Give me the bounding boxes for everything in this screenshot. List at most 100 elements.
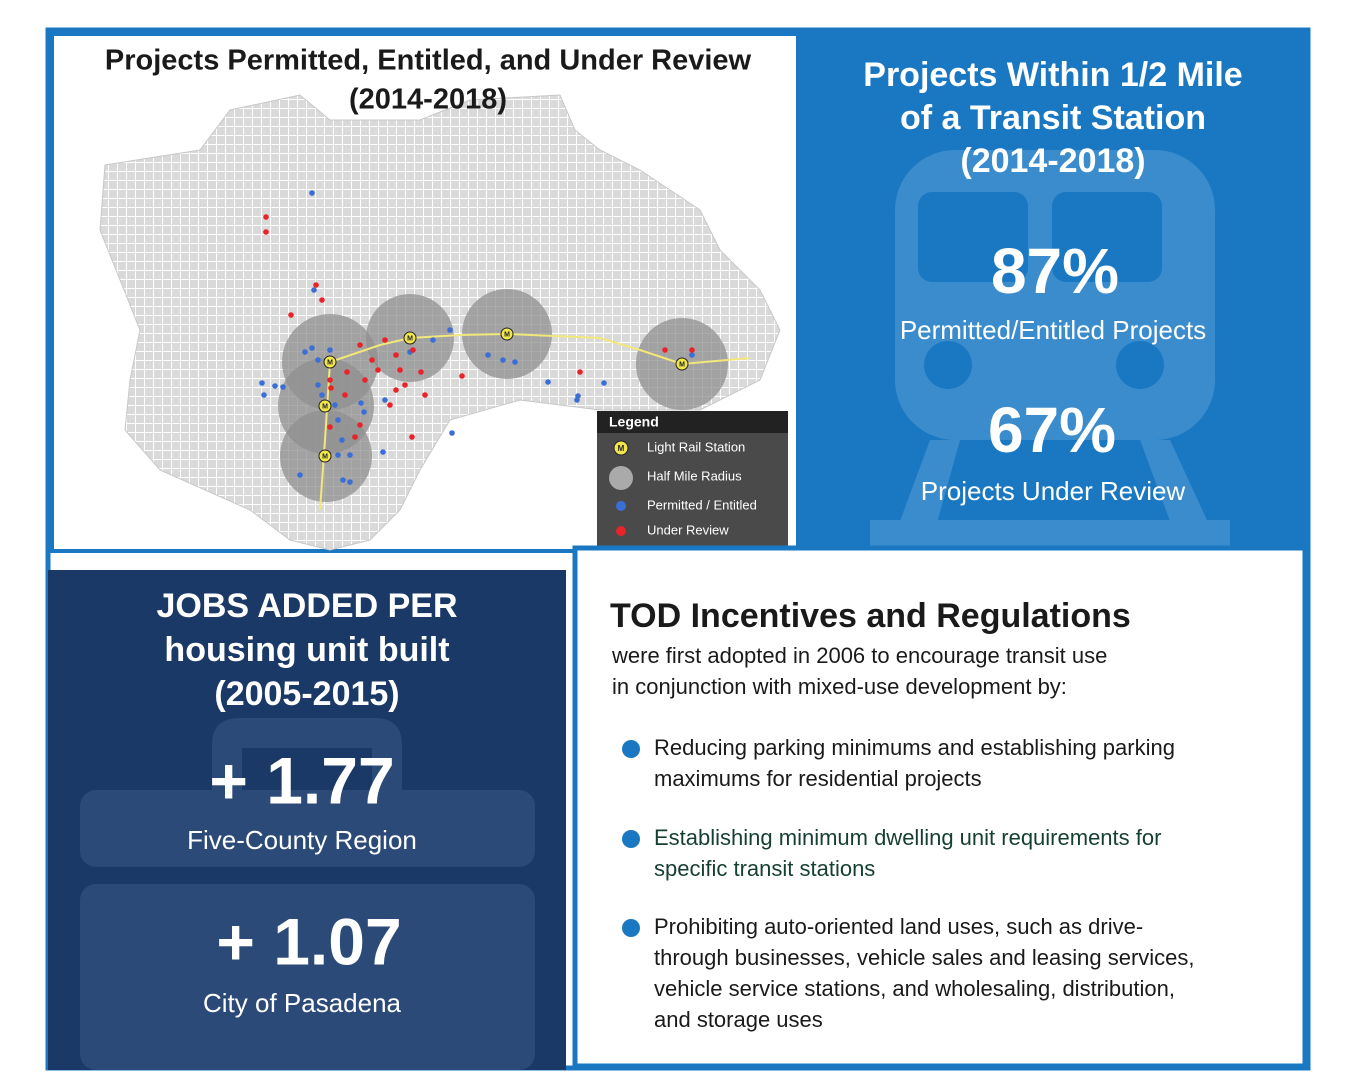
station-icon — [318, 399, 332, 413]
permitted-project-dot — [272, 383, 278, 389]
station-marker: M — [407, 335, 413, 342]
permitted-project-dot — [500, 357, 506, 363]
permitted-project-dot — [447, 327, 453, 333]
station-marker: M — [327, 359, 333, 366]
review-project-dot — [263, 229, 269, 235]
permitted-project-dot — [280, 384, 286, 390]
review-project-dot — [393, 387, 399, 393]
bullet-text: Establishing minimum dwelling unit requi… — [654, 825, 1161, 850]
permitted-project-dot — [601, 380, 607, 386]
review-project-dot — [319, 297, 325, 303]
review-project-dot — [397, 367, 403, 373]
review-project-dot — [357, 422, 363, 428]
permitted-project-dot — [332, 402, 338, 408]
legend-header — [597, 411, 788, 433]
station-icon — [323, 355, 337, 369]
review-project-dot — [409, 434, 415, 440]
transit-title: Projects Within 1/2 Mile — [863, 56, 1242, 94]
permitted-project-dot — [347, 452, 353, 458]
legend-station-icon — [613, 440, 629, 456]
permitted-project-dot — [261, 392, 267, 398]
jobs-title: JOBS ADDED PER — [156, 587, 457, 625]
bullet-dot — [622, 830, 640, 848]
tod-title: TOD Incentives and Regulations — [610, 597, 1131, 635]
permitted-project-dot — [340, 477, 346, 483]
jobs-value: + 1.77 — [209, 743, 394, 817]
map: M M M M M M — [99, 94, 781, 551]
briefcase-icon — [80, 718, 535, 1070]
transit-title: (2014-2018) — [960, 142, 1145, 180]
review-project-dot — [263, 214, 269, 220]
tod-intro: were first adopted in 2006 to encourage … — [611, 643, 1107, 668]
review-project-dot — [393, 352, 399, 358]
jobs-texts: JOBS ADDED PER housing unit built (2005-… — [156, 587, 457, 1018]
permitted-project-dot — [309, 190, 315, 196]
review-project-dot — [362, 377, 368, 383]
review-project-dot — [327, 377, 333, 383]
permitted-project-dot — [449, 430, 455, 436]
permitted-project-dot — [512, 359, 518, 365]
bullet-text: through businesses, vehicle sales and le… — [654, 945, 1195, 970]
stat-value: 67% — [988, 394, 1116, 466]
permitted-project-dot — [358, 400, 364, 406]
bullet-text: and storage uses — [654, 1007, 823, 1032]
permitted-project-dot — [574, 397, 580, 403]
legend-item: Permitted / Entitled — [647, 497, 757, 512]
permitted-project-dot — [335, 417, 341, 423]
permitted-project-dot — [347, 479, 353, 485]
permitted-project-dot — [309, 345, 315, 351]
permitted-project-dot — [297, 472, 303, 478]
review-project-dot — [410, 347, 416, 353]
legend-item: Half Mile Radius — [647, 468, 742, 483]
legend-radius-icon — [609, 466, 633, 490]
permitted-project-dot — [315, 357, 321, 363]
bullet-dot — [622, 740, 640, 758]
legend-station-marker: M — [618, 444, 625, 453]
permitted-project-dot — [382, 397, 388, 403]
bullet-dot — [622, 919, 640, 937]
jobs-title: (2005-2015) — [214, 675, 399, 713]
map-title: (2014-2018) — [349, 84, 507, 116]
transit-texts: Projects Within 1/2 Mile of a Transit St… — [863, 56, 1242, 506]
review-project-dot — [422, 392, 428, 398]
review-project-dot — [313, 282, 319, 288]
permitted-project-dot — [259, 380, 265, 386]
review-project-dot — [459, 373, 465, 379]
permitted-project-dot — [327, 347, 333, 353]
review-project-dot — [357, 342, 363, 348]
station-marker: M — [504, 331, 510, 338]
station-icon — [403, 331, 417, 345]
bullet-text: specific transit stations — [654, 856, 875, 881]
review-project-dot — [689, 347, 695, 353]
tod-intro: in conjunction with mixed-use developmen… — [612, 674, 1067, 699]
jobs-label: City of Pasadena — [203, 988, 402, 1018]
review-project-dot — [662, 347, 668, 353]
bullet-text: Reducing parking minimums and establishi… — [654, 735, 1175, 760]
station-icon — [675, 357, 689, 371]
station-marker: M — [679, 361, 685, 368]
permitted-project-dot — [339, 437, 345, 443]
permitted-project-dot — [380, 449, 386, 455]
review-project-dot — [402, 382, 408, 388]
bullet-text: Prohibiting auto-oriented land uses, suc… — [654, 914, 1143, 939]
review-project-dot — [382, 337, 388, 343]
station-icon — [318, 449, 332, 463]
jobs-label: Five-County Region — [187, 825, 417, 855]
legend-title: Legend — [609, 414, 659, 430]
permitted-project-dot — [689, 352, 695, 358]
tod-panel — [572, 545, 1308, 1069]
station-marker: M — [322, 453, 328, 460]
permitted-project-dot — [361, 409, 367, 415]
review-project-dot — [577, 369, 583, 375]
transit-title: of a Transit Station — [900, 99, 1206, 137]
permitted-project-dot — [335, 452, 341, 458]
permitted-project-dot — [485, 352, 491, 358]
transit-icon-windows — [918, 192, 1164, 389]
stat-label: Projects Under Review — [921, 476, 1186, 506]
station-icon — [500, 327, 514, 341]
permitted-project-dot — [302, 349, 308, 355]
legend-permitted-icon — [616, 501, 626, 511]
permitted-project-dot — [319, 392, 325, 398]
